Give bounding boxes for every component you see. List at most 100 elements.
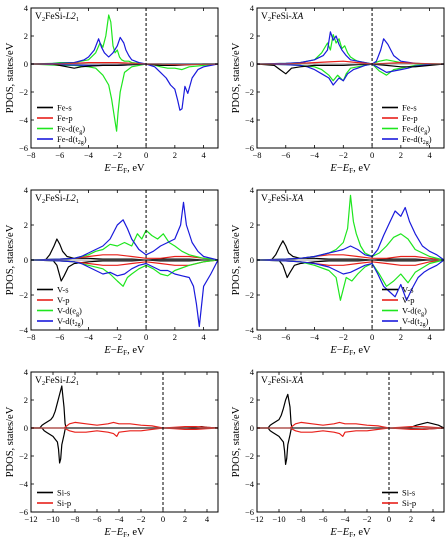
series-line-fe-d-eg-spin-down (257, 63, 444, 82)
y-tick-label: −4 (245, 115, 255, 125)
title-fesi: FeSi- (45, 194, 66, 204)
series-line-si-s-spin-down (257, 427, 444, 465)
x-tick-label: 2 (399, 332, 403, 342)
title-phase-sub: 1 (76, 380, 79, 387)
x-tick-label: 0 (370, 150, 374, 160)
y-tick-label: 0 (250, 423, 254, 433)
legend-label-sub: g (79, 130, 82, 136)
xlabel-e2: E (116, 163, 124, 174)
series-line-v-s (31, 238, 218, 261)
title-phase-sub: 1 (76, 16, 79, 23)
legend-label-main: Si-p (57, 498, 71, 508)
panel-title: V2FeSi-L21 (35, 12, 79, 23)
legend-label-main: Fe-p (57, 113, 73, 123)
title-v: V (35, 12, 42, 22)
x-axis-label: E−EF, eV (329, 163, 371, 175)
x-tick-label: 4 (205, 514, 210, 524)
series-line-v-d-eg- (31, 229, 218, 261)
x-tick-label: 4 (201, 150, 206, 160)
series-line-v-d-t2g-spin-down (31, 259, 218, 328)
legend-label-sub: 2g (423, 140, 429, 146)
x-tick-label: 2 (409, 514, 413, 524)
x-tick-label: −8 (26, 332, 35, 342)
legend-label-main: Si-p (402, 498, 416, 508)
title-fesi: FeSi- (271, 12, 292, 22)
xlabel-sub-f: F (349, 349, 353, 357)
x-tick-label: −4 (84, 332, 94, 342)
y-tick-label: 4 (250, 185, 255, 195)
title-sub-2: 2 (268, 16, 271, 23)
title-phase: XA (291, 194, 304, 204)
y-tick-label: 4 (24, 3, 29, 13)
y-tick-label: −2 (19, 451, 28, 461)
legend-label-main: Si-s (57, 488, 70, 498)
title-sub-2: 2 (42, 16, 45, 23)
legend-label-close: ) (82, 124, 85, 134)
series-group (257, 194, 444, 301)
x-tick-label: −6 (55, 150, 64, 160)
y-tick-label: −2 (245, 87, 254, 97)
y-tick-label: 0 (24, 59, 28, 69)
x-tick-label: 4 (431, 514, 436, 524)
xlabel-minus: − (111, 163, 117, 174)
y-tick-label: −6 (245, 507, 254, 517)
legend-label-sub: g (421, 312, 424, 318)
legend-label-main: Fe-d(t (57, 134, 78, 144)
y-tick-label: 4 (24, 367, 29, 377)
y-tick-label: 2 (250, 220, 254, 230)
series-line-v-d-t2g- (257, 206, 444, 261)
title-phase: L2 (65, 376, 76, 386)
legend-label-main: V-p (402, 295, 414, 305)
x-tick-label: −6 (92, 514, 101, 524)
legend-label: V-s (57, 285, 69, 295)
xlabel-sub-f: F (349, 531, 353, 539)
x-tick-label: −10 (46, 514, 59, 524)
x-tick-label: 2 (173, 332, 177, 342)
x-tick-label: 0 (387, 514, 391, 524)
title-sub-2: 2 (42, 198, 45, 205)
series-line-fe-d-t2g- (31, 36, 218, 65)
x-tick-label: −4 (310, 150, 320, 160)
xlabel-e1: E (329, 345, 337, 356)
legend-label: V-s (402, 285, 414, 295)
legend-label: Fe-s (57, 103, 72, 113)
xlabel-e1: E (329, 527, 337, 538)
legend-label: Fe-d(eg) (402, 124, 430, 136)
y-axis-label: PDOS, states/eV (231, 42, 242, 113)
plot-frame (256, 371, 445, 513)
y-tick-label: 2 (24, 220, 28, 230)
x-tick-label: 4 (201, 332, 206, 342)
legend-label: Fe-p (57, 113, 73, 123)
legend-label: Fe-d(t2g) (57, 134, 87, 146)
xlabel-sub-f: F (349, 167, 353, 175)
y-tick-label: −6 (19, 143, 28, 153)
xlabel-unit: , eV (353, 527, 371, 538)
title-v: V (35, 376, 42, 386)
legend-label-main: Fe-d(e (402, 124, 424, 134)
x-tick-label: −12 (250, 514, 263, 524)
legend-label: Fe-d(eg) (57, 124, 85, 136)
legend-label-main: V-d(t (57, 316, 75, 326)
x-axis-label: E−EF, eV (103, 163, 145, 175)
series-line-v-s (257, 240, 444, 261)
y-tick-label: −2 (245, 451, 254, 461)
legend-label-main: V-s (402, 285, 414, 295)
y-tick-label: 0 (24, 423, 28, 433)
y-tick-label: −2 (19, 290, 28, 300)
series-line-si-s (31, 385, 218, 429)
xlabel-minus: − (111, 527, 117, 538)
legend-label-sub: 2g (78, 140, 84, 146)
legend-label-main: V-d(e (57, 306, 76, 316)
x-tick-label: −2 (362, 514, 371, 524)
title-phase-sub: 1 (76, 198, 79, 205)
legend-label-main: V-d(e (402, 306, 421, 316)
x-tick-label: −4 (84, 150, 94, 160)
series-line-v-d-eg-spin-down (31, 259, 218, 287)
series-line-fe-d-t2g- (257, 31, 444, 65)
x-tick-label: −4 (310, 332, 320, 342)
legend-label: V-p (402, 295, 414, 305)
x-tick-label: 2 (183, 514, 187, 524)
y-tick-label: 4 (24, 185, 29, 195)
